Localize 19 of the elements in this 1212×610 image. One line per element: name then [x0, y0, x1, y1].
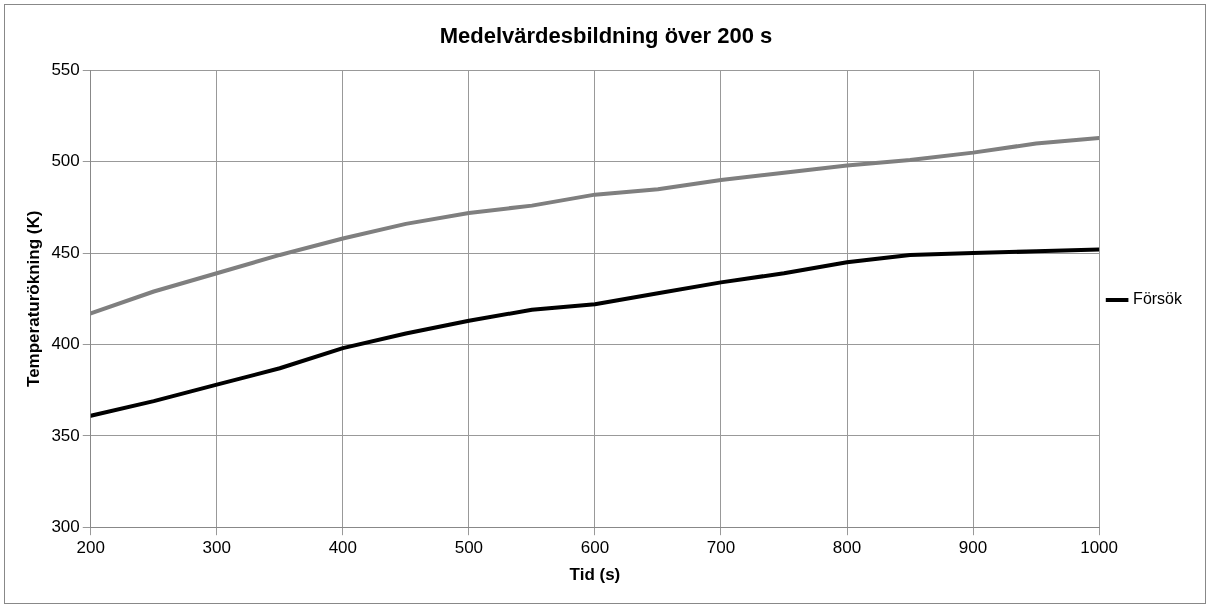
- y-tick-label: 450: [51, 242, 80, 262]
- x-tick-label: 900: [958, 538, 988, 558]
- y-tick-label: 500: [51, 151, 80, 171]
- y-tick-label: 300: [51, 516, 80, 536]
- legend-label: Försök: [1133, 290, 1183, 308]
- x-tick-label: 1000: [1080, 538, 1119, 558]
- y-tick-label: 350: [51, 425, 80, 445]
- y-tick-label: 400: [51, 334, 80, 354]
- x-tick-label: 500: [454, 538, 484, 558]
- x-tick-label: 600: [580, 538, 610, 558]
- x-axis-title: Tid (s): [569, 565, 621, 585]
- y-tick-label: 550: [51, 60, 80, 80]
- x-tick-label: 400: [328, 538, 358, 558]
- x-tick-label: 700: [706, 538, 736, 558]
- x-tick-label: 200: [76, 538, 105, 558]
- y-axis-title: Temperaturökning (K): [23, 210, 43, 387]
- chart-title: Medelvärdesbildning över 200 s: [439, 23, 773, 49]
- x-tick-label: 800: [832, 538, 862, 558]
- x-tick-label: 300: [202, 538, 231, 558]
